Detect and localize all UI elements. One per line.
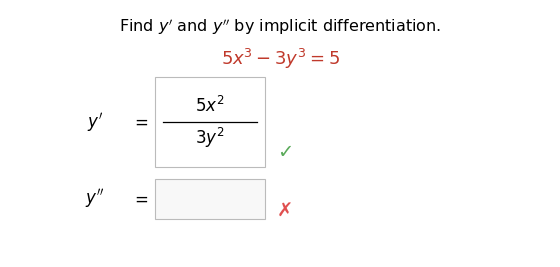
Text: Find $y'$ and $y''$ by implicit differentiation.: Find $y'$ and $y''$ by implicit differen…	[119, 17, 441, 37]
FancyBboxPatch shape	[155, 179, 265, 219]
Text: $5x^2$: $5x^2$	[195, 96, 225, 116]
Text: $y'$: $y'$	[87, 111, 103, 134]
Text: $=$: $=$	[131, 113, 149, 131]
Text: $3y^2$: $3y^2$	[195, 126, 225, 150]
FancyBboxPatch shape	[155, 77, 265, 167]
Text: $=$: $=$	[131, 190, 149, 208]
Text: ✓: ✓	[277, 143, 293, 162]
Text: ✗: ✗	[277, 202, 293, 221]
Text: $y''$: $y''$	[85, 187, 105, 210]
Text: $5x^3 - 3y^3 = 5$: $5x^3 - 3y^3 = 5$	[221, 47, 339, 71]
